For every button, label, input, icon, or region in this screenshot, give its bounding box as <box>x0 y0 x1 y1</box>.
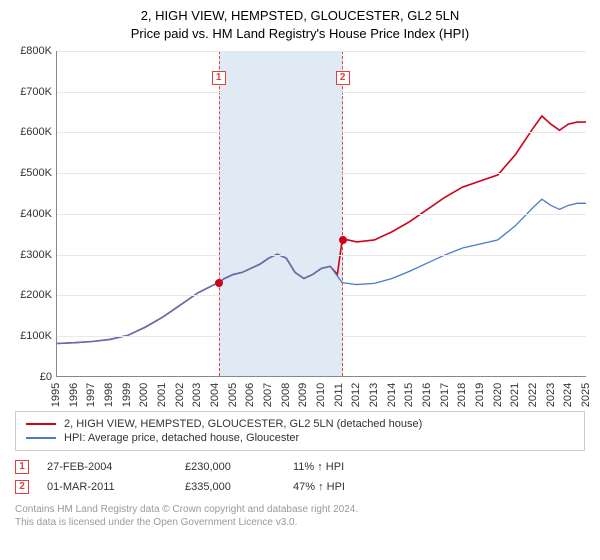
sale-marker: 2 <box>15 480 29 494</box>
sale-marker: 1 <box>15 460 29 474</box>
gridline-h <box>57 51 586 52</box>
x-axis-label: 2016 <box>421 383 433 407</box>
x-axis-label: 2019 <box>474 383 486 407</box>
x-axis-label: 2004 <box>209 383 221 407</box>
x-axis-label: 2018 <box>456 383 468 407</box>
x-axis-label: 2022 <box>527 383 539 407</box>
x-axis-label: 2007 <box>262 383 274 407</box>
y-axis-label: £0 <box>10 371 52 383</box>
chart-title: 2, HIGH VIEW, HEMPSTED, GLOUCESTER, GL2 … <box>141 8 460 25</box>
gridline-h <box>57 336 586 337</box>
legend-swatch <box>26 423 56 425</box>
x-axis-label: 1998 <box>103 383 115 407</box>
chart-marker: 1 <box>212 71 226 85</box>
gridline-h <box>57 214 586 215</box>
x-axis-label: 2005 <box>227 383 239 407</box>
sale-dot <box>215 279 223 287</box>
legend-row: HPI: Average price, detached house, Glou… <box>26 431 574 445</box>
footer-attribution: Contains HM Land Registry data © Crown c… <box>15 503 585 529</box>
x-axis-label: 2010 <box>315 383 327 407</box>
x-axis-label: 2002 <box>174 383 186 407</box>
x-axis-label: 2008 <box>280 383 292 407</box>
sale-dot <box>339 236 347 244</box>
y-axis-label: £800K <box>10 45 52 57</box>
gridline-h <box>57 132 586 133</box>
x-axis-label: 2025 <box>580 383 592 407</box>
gridline-h <box>57 295 586 296</box>
series-property <box>57 116 586 344</box>
x-axis-label: 2023 <box>545 383 557 407</box>
y-axis-label: £600K <box>10 126 52 138</box>
x-axis-label: 1999 <box>121 383 133 407</box>
x-axis-label: 2017 <box>439 383 451 407</box>
x-axis-label: 1997 <box>85 383 97 407</box>
x-axis-label: 2015 <box>403 383 415 407</box>
chart-area: 12 £0£100K£200K£300K£400K£500K£600K£700K… <box>10 47 590 407</box>
series-hpi <box>57 199 586 343</box>
x-axis-label: 2024 <box>562 383 574 407</box>
chart-container: 2, HIGH VIEW, HEMPSTED, GLOUCESTER, GL2 … <box>0 0 600 560</box>
legend-label: HPI: Average price, detached house, Glou… <box>64 432 299 444</box>
sales-table: 1 27-FEB-2004 £230,000 11% ↑ HPI 2 01-MAR-201… <box>15 457 585 497</box>
sale-row: 2 01-MAR-2011 £335,000 47% ↑ HPI <box>15 477 585 497</box>
footer-line-1: Contains HM Land Registry data © Crown c… <box>15 503 585 516</box>
x-axis-label: 2020 <box>492 383 504 407</box>
y-axis-label: £300K <box>10 249 52 261</box>
chart-subtitle: Price paid vs. HM Land Registry's House … <box>131 26 469 41</box>
legend-row: 2, HIGH VIEW, HEMPSTED, GLOUCESTER, GL2 … <box>26 417 574 431</box>
y-axis-label: £500K <box>10 167 52 179</box>
plot-area: 12 <box>56 51 586 377</box>
x-axis-label: 1996 <box>68 383 80 407</box>
sale-row: 1 27-FEB-2004 £230,000 11% ↑ HPI <box>15 457 585 477</box>
legend-box: 2, HIGH VIEW, HEMPSTED, GLOUCESTER, GL2 … <box>15 411 585 451</box>
x-axis-label: 2013 <box>368 383 380 407</box>
sale-price: £335,000 <box>185 481 275 493</box>
x-axis-label: 2021 <box>509 383 521 407</box>
x-axis-label: 1995 <box>50 383 62 407</box>
chart-marker: 2 <box>336 71 350 85</box>
x-axis-label: 2014 <box>386 383 398 407</box>
x-axis-label: 2006 <box>244 383 256 407</box>
gridline-h <box>57 255 586 256</box>
y-axis-label: £700K <box>10 86 52 98</box>
x-axis-label: 2003 <box>191 383 203 407</box>
x-axis-label: 2001 <box>156 383 168 407</box>
gridline-h <box>57 92 586 93</box>
x-axis-label: 2011 <box>333 383 345 407</box>
sale-hpi: 11% ↑ HPI <box>293 461 383 473</box>
sale-date: 27-FEB-2004 <box>47 461 167 473</box>
sale-date: 01-MAR-2011 <box>47 481 167 493</box>
legend-label: 2, HIGH VIEW, HEMPSTED, GLOUCESTER, GL2 … <box>64 418 422 430</box>
footer-line-2: This data is licensed under the Open Gov… <box>15 516 585 529</box>
sale-price: £230,000 <box>185 461 275 473</box>
x-axis-label: 2009 <box>297 383 309 407</box>
y-axis-label: £100K <box>10 330 52 342</box>
y-axis-label: £200K <box>10 289 52 301</box>
gridline-h <box>57 173 586 174</box>
sale-hpi: 47% ↑ HPI <box>293 481 383 493</box>
y-axis-label: £400K <box>10 208 52 220</box>
legend-swatch <box>26 437 56 439</box>
x-axis-label: 2012 <box>350 383 362 407</box>
x-axis-label: 2000 <box>138 383 150 407</box>
